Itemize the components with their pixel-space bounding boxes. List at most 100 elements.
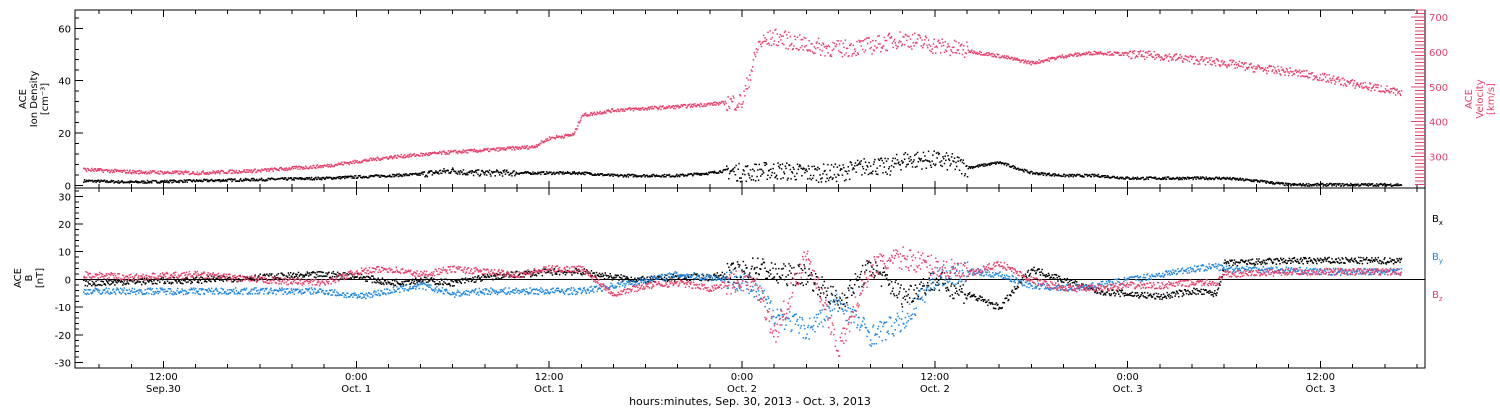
bx-series-point bbox=[628, 279, 630, 282]
density-series-point bbox=[782, 177, 784, 179]
density-series-point bbox=[1017, 167, 1019, 170]
density-series-point bbox=[583, 171, 585, 174]
velocity-series-point bbox=[1080, 54, 1082, 56]
density-series-point bbox=[557, 172, 559, 174]
velocity-series-point bbox=[919, 35, 921, 37]
velocity-series-point bbox=[1065, 56, 1068, 59]
velocity-series-point bbox=[609, 110, 611, 112]
bx-series-point bbox=[108, 280, 110, 282]
density-series-point bbox=[451, 169, 453, 171]
velocity-series-point bbox=[788, 31, 790, 34]
density-series-point bbox=[752, 179, 755, 181]
velocity-series-point bbox=[461, 150, 463, 153]
velocity-series-point bbox=[1236, 66, 1239, 69]
velocity-series-point bbox=[872, 40, 874, 42]
density-series-point bbox=[547, 172, 549, 175]
velocity-series-point bbox=[966, 45, 969, 48]
bx-series-point bbox=[363, 276, 366, 278]
bx-series-point bbox=[789, 265, 792, 267]
bx-series-point bbox=[84, 284, 86, 287]
velocity-series-point bbox=[1400, 94, 1402, 97]
density-series-point bbox=[1203, 177, 1205, 179]
bx-series-point bbox=[174, 279, 176, 281]
velocity-series-point bbox=[1192, 55, 1194, 58]
velocity-series-point bbox=[1358, 85, 1360, 87]
density-series-point bbox=[1047, 172, 1049, 175]
density-series-point bbox=[1347, 184, 1350, 186]
bx-series-point bbox=[409, 283, 412, 285]
density-series-point bbox=[747, 172, 750, 175]
density-series-point bbox=[662, 174, 664, 176]
velocity-series-point bbox=[402, 156, 404, 159]
density-series-point bbox=[389, 174, 391, 176]
density-series-point bbox=[293, 179, 295, 181]
velocity-series-point bbox=[987, 54, 990, 57]
bx-series-point bbox=[582, 271, 584, 274]
density-series-point bbox=[1397, 184, 1400, 187]
density-series-point bbox=[1153, 176, 1155, 179]
density-series-point bbox=[692, 175, 694, 177]
density-series-point bbox=[1151, 177, 1154, 179]
density-series-point bbox=[637, 175, 640, 177]
bx-series-point bbox=[673, 280, 676, 282]
bx-series-point bbox=[477, 275, 480, 277]
velocity-series-point bbox=[702, 105, 705, 107]
velocity-series-point bbox=[525, 146, 528, 148]
velocity-series-point bbox=[462, 149, 465, 151]
density-series-point bbox=[967, 167, 969, 170]
bx-series-point bbox=[104, 283, 106, 285]
velocity-series-point bbox=[739, 94, 741, 96]
velocity-series-point bbox=[1163, 58, 1165, 60]
velocity-series-point bbox=[363, 159, 366, 161]
velocity-series-point bbox=[822, 43, 825, 46]
density-series-point bbox=[1075, 175, 1077, 177]
velocity-series-point bbox=[542, 141, 544, 143]
velocity-series-point bbox=[753, 51, 755, 54]
velocity-series-point bbox=[689, 103, 691, 105]
velocity-series-point bbox=[573, 133, 575, 135]
density-series-point bbox=[741, 173, 744, 175]
bx-series-point bbox=[804, 271, 807, 274]
velocity-series-point bbox=[1196, 60, 1199, 62]
density-series-point bbox=[960, 159, 962, 161]
velocity-series-point bbox=[148, 172, 151, 175]
velocity-series-point bbox=[513, 147, 515, 149]
density-series-point bbox=[443, 170, 446, 172]
velocity-series-point bbox=[1176, 58, 1178, 61]
velocity-series-point bbox=[1155, 56, 1158, 59]
density-series-point bbox=[878, 159, 881, 161]
density-series-point bbox=[778, 167, 781, 169]
velocity-series-point bbox=[247, 169, 249, 171]
bx-series-point bbox=[408, 280, 410, 282]
velocity-series-point bbox=[749, 74, 751, 76]
velocity-series-point bbox=[181, 171, 183, 173]
bx-series-point bbox=[761, 263, 763, 265]
velocity-series-point bbox=[564, 135, 566, 137]
velocity-series-point bbox=[712, 104, 714, 106]
bx-series-point bbox=[201, 276, 204, 279]
bx-series-point bbox=[113, 279, 115, 281]
velocity-series-point bbox=[673, 105, 676, 107]
velocity-series-point bbox=[1023, 62, 1025, 64]
bx-series-point bbox=[781, 274, 784, 276]
density-series-point bbox=[346, 175, 348, 178]
bx-series-point bbox=[247, 277, 250, 280]
density-series-point bbox=[1229, 176, 1231, 179]
bx-series-point bbox=[770, 262, 773, 264]
velocity-series-point bbox=[1086, 52, 1089, 55]
bx-series-point bbox=[487, 275, 489, 277]
density-series-point bbox=[204, 179, 206, 182]
density-series-point bbox=[423, 171, 426, 173]
bx-series-point bbox=[510, 271, 512, 273]
density-series-point bbox=[825, 173, 828, 176]
density-series-point bbox=[690, 172, 692, 175]
density-series-point bbox=[643, 174, 645, 176]
velocity-series-point bbox=[786, 37, 789, 39]
bx-series-point bbox=[665, 277, 668, 280]
velocity-series-point bbox=[488, 150, 490, 153]
density-series-point bbox=[247, 178, 249, 180]
velocity-series-point bbox=[1389, 88, 1392, 90]
velocity-series-point bbox=[129, 169, 131, 172]
velocity-series-point bbox=[650, 106, 652, 108]
velocity-series-point bbox=[1384, 88, 1387, 90]
